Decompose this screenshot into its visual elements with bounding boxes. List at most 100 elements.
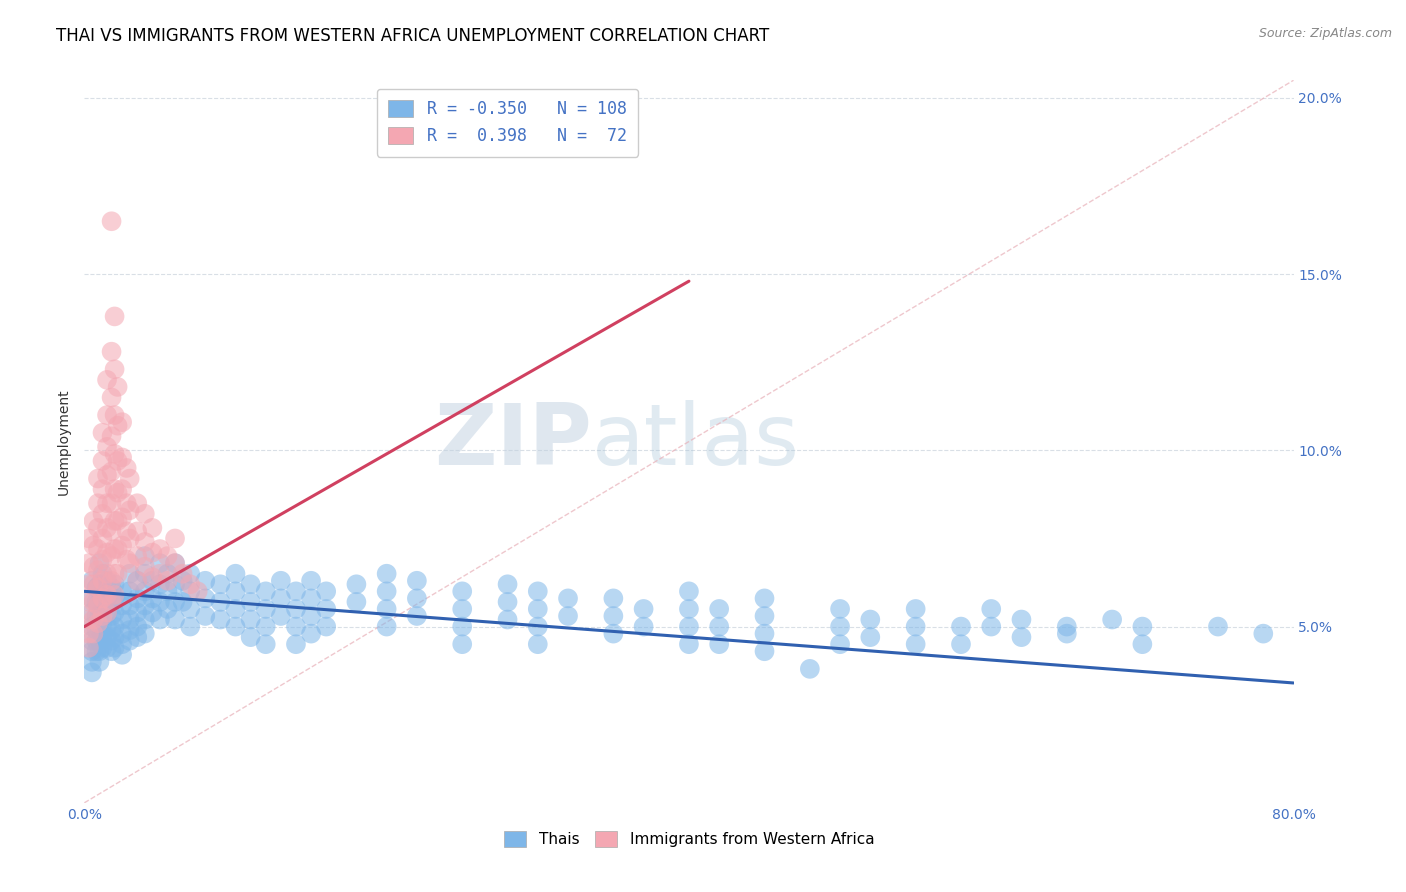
- Point: [82, 577, 104, 591]
- Point: [179, 619, 201, 633]
- Point: [179, 577, 201, 591]
- Point: [87, 563, 110, 577]
- Point: [91, 630, 114, 644]
- Point: [179, 602, 201, 616]
- Point: [82, 514, 104, 528]
- Point: [156, 566, 179, 581]
- Point: [375, 619, 398, 633]
- Point: [134, 507, 156, 521]
- Point: [633, 619, 655, 633]
- Point: [96, 496, 118, 510]
- Point: [239, 577, 262, 591]
- Point: [134, 626, 156, 640]
- Point: [127, 619, 149, 633]
- Point: [87, 542, 110, 557]
- Point: [107, 514, 129, 528]
- Point: [141, 606, 163, 620]
- Point: [118, 503, 141, 517]
- Point: [87, 599, 110, 613]
- Point: [165, 556, 187, 570]
- Point: [115, 552, 138, 566]
- Point: [104, 630, 127, 644]
- Point: [496, 613, 519, 627]
- Point: [91, 609, 114, 624]
- Point: [89, 577, 111, 591]
- Point: [239, 595, 262, 609]
- Point: [96, 630, 118, 644]
- Point: [111, 648, 134, 662]
- Point: [1206, 619, 1229, 633]
- Point: [127, 630, 149, 644]
- Point: [194, 609, 217, 624]
- Point: [87, 581, 110, 595]
- Point: [80, 644, 103, 658]
- Point: [859, 613, 882, 627]
- Point: [1101, 613, 1123, 627]
- Point: [127, 606, 149, 620]
- Point: [149, 595, 172, 609]
- Text: Source: ZipAtlas.com: Source: ZipAtlas.com: [1258, 27, 1392, 40]
- Point: [141, 574, 163, 588]
- Point: [118, 613, 141, 627]
- Point: [104, 577, 127, 591]
- Point: [225, 602, 247, 616]
- Point: [859, 630, 882, 644]
- Point: [104, 362, 127, 376]
- Point: [299, 574, 322, 588]
- Point: [111, 626, 134, 640]
- Point: [89, 595, 111, 609]
- Point: [96, 440, 118, 454]
- Point: [346, 595, 368, 609]
- Point: [89, 633, 111, 648]
- Point: [100, 344, 122, 359]
- Point: [104, 640, 127, 655]
- Point: [104, 408, 127, 422]
- Point: [115, 496, 138, 510]
- Point: [104, 310, 127, 324]
- Point: [96, 606, 118, 620]
- Point: [100, 574, 122, 588]
- Point: [134, 535, 156, 549]
- Point: [89, 609, 111, 624]
- Point: [375, 584, 398, 599]
- Point: [209, 595, 232, 609]
- Point: [91, 584, 114, 599]
- Point: [96, 640, 118, 655]
- Point: [1011, 613, 1033, 627]
- Point: [270, 609, 292, 624]
- Point: [285, 602, 308, 616]
- Point: [134, 584, 156, 599]
- Point: [141, 521, 163, 535]
- Point: [1056, 626, 1078, 640]
- Point: [91, 552, 114, 566]
- Point: [285, 584, 308, 599]
- Point: [149, 566, 172, 581]
- Point: [91, 602, 114, 616]
- Point: [80, 619, 103, 633]
- Point: [86, 609, 108, 624]
- Point: [678, 637, 700, 651]
- Point: [100, 429, 122, 443]
- Point: [527, 637, 550, 651]
- Point: [91, 574, 114, 588]
- Point: [406, 574, 429, 588]
- Point: [82, 559, 104, 574]
- Point: [118, 599, 141, 613]
- Point: [830, 619, 852, 633]
- Point: [172, 566, 194, 581]
- Point: [172, 574, 194, 588]
- Point: [107, 542, 129, 557]
- Text: atlas: atlas: [592, 400, 800, 483]
- Point: [602, 626, 624, 640]
- Point: [165, 556, 187, 570]
- Point: [270, 591, 292, 606]
- Point: [830, 637, 852, 651]
- Point: [100, 549, 122, 563]
- Point: [254, 637, 277, 651]
- Point: [239, 613, 262, 627]
- Point: [709, 602, 731, 616]
- Point: [156, 602, 179, 616]
- Point: [165, 613, 187, 627]
- Point: [104, 447, 127, 461]
- Point: [149, 542, 172, 557]
